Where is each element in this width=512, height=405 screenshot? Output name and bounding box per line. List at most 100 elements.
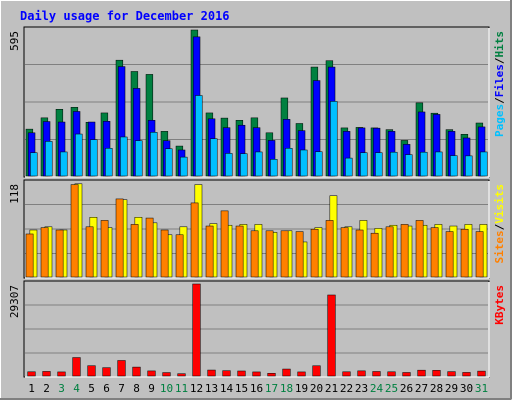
x-tick-label: 18: [280, 382, 293, 395]
bar-pages: [300, 149, 308, 177]
x-tick-label: 28: [430, 382, 443, 395]
bar-kbytes: [432, 370, 441, 377]
legend-entry: Hits: [493, 31, 506, 58]
bar-pages: [195, 95, 203, 177]
bar-pages: [450, 155, 458, 177]
bar-sites: [250, 230, 259, 278]
bar-kbytes: [342, 371, 351, 377]
bar-kbytes: [237, 370, 246, 377]
legend-separator: /: [493, 57, 506, 64]
x-tick-label: 1: [28, 382, 35, 395]
bar-sites: [475, 231, 484, 278]
bar-sites: [340, 227, 349, 278]
bar-kbytes: [297, 371, 306, 377]
legend-visits-sites: Sites/Visits: [493, 184, 506, 264]
bar-sites: [40, 227, 49, 278]
x-tick-label: 2: [43, 382, 50, 395]
bar-kbytes: [147, 370, 156, 377]
bar-pages: [30, 152, 38, 177]
bar-sites: [415, 220, 424, 278]
bar-sites: [205, 225, 214, 278]
bar-pages: [135, 140, 143, 177]
bar-sites: [145, 217, 154, 278]
x-tick-label: 22: [340, 382, 353, 395]
x-tick-label: 25: [385, 382, 398, 395]
legend-separator: /: [493, 97, 506, 104]
bar-kbytes: [312, 365, 321, 377]
legend-entry: Sites: [493, 230, 506, 263]
x-tick-label: 21: [325, 382, 338, 395]
bar-pages: [435, 151, 443, 177]
bar-pages: [315, 151, 323, 177]
bar-kbytes: [477, 370, 486, 377]
bar-pages: [465, 155, 473, 177]
y-max-label: 595: [8, 31, 21, 51]
bar-pages: [255, 151, 263, 177]
bar-sites: [265, 230, 274, 278]
x-tick-label: 4: [73, 382, 80, 395]
bar-sites: [400, 224, 409, 278]
bar-kbytes: [327, 294, 336, 377]
bar-kbytes: [387, 371, 396, 377]
x-tick-label: 6: [103, 382, 110, 395]
bar-sites: [430, 227, 439, 278]
bar-pages: [90, 139, 98, 177]
x-tick-label: 8: [133, 382, 140, 395]
bar-sites: [460, 228, 469, 278]
bar-pages: [150, 132, 158, 177]
bar-pages: [45, 141, 53, 177]
bar-pages: [285, 148, 293, 177]
x-tick-label: 17: [265, 382, 278, 395]
bar-sites: [235, 225, 244, 278]
legend-entry: Visits: [493, 184, 506, 224]
bar-pages: [375, 152, 383, 177]
x-tick-label: 15: [235, 382, 248, 395]
bar-sites: [115, 198, 124, 278]
bar-pages: [60, 151, 68, 177]
bar-pages: [480, 151, 488, 177]
bar-kbytes: [447, 371, 456, 377]
legend-hits-files-pages: Pages/Files/Hits: [493, 31, 506, 137]
bar-kbytes: [267, 373, 276, 377]
x-tick-label: 11: [175, 382, 188, 395]
bar-sites: [280, 230, 289, 278]
legend-entry: Files: [493, 64, 506, 97]
bar-kbytes: [132, 366, 141, 377]
bar-sites: [55, 229, 64, 278]
x-tick-label: 7: [118, 382, 125, 395]
bar-pages: [360, 152, 368, 177]
bar-sites: [385, 226, 394, 278]
bar-pages: [330, 101, 338, 177]
bar-kbytes: [252, 371, 261, 377]
legend-entry: KBytes: [493, 285, 506, 325]
bar-sites: [70, 184, 79, 278]
bar-pages: [225, 153, 233, 177]
bar-sites: [220, 210, 229, 278]
bar-sites: [295, 231, 304, 278]
bar-sites: [370, 232, 379, 278]
bar-kbytes: [27, 371, 36, 377]
bar-sites: [85, 226, 94, 278]
legend-entry: Pages: [493, 104, 506, 137]
bar-pages: [420, 151, 428, 177]
bar-kbytes: [57, 371, 66, 377]
x-tick-label: 5: [88, 382, 95, 395]
bar-pages: [75, 133, 83, 177]
bar-kbytes: [162, 372, 171, 377]
bar-sites: [325, 220, 334, 278]
bar-sites: [175, 234, 184, 278]
x-tick-label: 20: [310, 382, 323, 395]
bar-sites: [130, 224, 139, 278]
x-tick-label: 26: [400, 382, 413, 395]
bar-pages: [345, 157, 353, 177]
panel-visits-sites: 118 Sites/Visits: [8, 179, 506, 279]
x-tick-label: 13: [205, 382, 218, 395]
x-tick-label: 12: [190, 382, 203, 395]
bar-sites: [100, 220, 109, 278]
bar-kbytes: [87, 365, 96, 377]
bar-pages: [210, 138, 218, 177]
bar-pages: [390, 151, 398, 177]
bar-kbytes: [222, 370, 231, 377]
bar-kbytes: [207, 369, 216, 377]
